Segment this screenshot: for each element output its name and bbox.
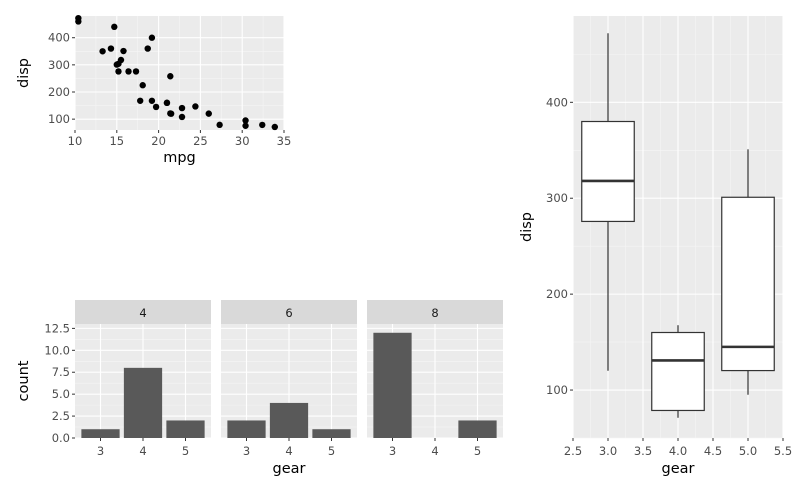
facet-x-tick-label: 5: [328, 444, 335, 458]
scatter-point: [178, 113, 186, 121]
facet-x-axis-title: gear: [273, 461, 306, 477]
box: [651, 331, 705, 412]
box-x-tick-label: 4.0: [669, 444, 687, 458]
facet-y-tick-label: 12.5: [44, 321, 70, 335]
bar: [458, 420, 497, 438]
faceted-bar-plot: 4 3 4 5 6 3 4 5 8 3 4 5 0.0 2.5 5.0 7.5 10.0 12.5 gear coun…: [16, 300, 503, 477]
scatter-point: [120, 47, 127, 55]
facet-y-axis-title: count: [16, 360, 32, 401]
scatter-point: [148, 97, 156, 104]
scatter-x-tick-label: 20: [151, 134, 166, 148]
scatter-x-tick-label: 35: [277, 134, 292, 148]
facet-strip-label: 8: [431, 306, 438, 320]
facet-x-tick-label: 3: [97, 444, 104, 458]
box: [581, 120, 635, 223]
facet-x-tick-label: 3: [389, 444, 396, 458]
facet-y-tick-label: 10.0: [44, 343, 70, 357]
scatter-point: [115, 68, 122, 75]
scatter-point: [242, 122, 249, 129]
bar: [166, 420, 205, 438]
scatter-point: [178, 104, 186, 112]
facet-x-tick-label: 5: [474, 444, 481, 458]
box-x-tick-label: 4.5: [704, 444, 722, 458]
scatter-y-tick-label: 300: [48, 58, 70, 72]
scatter-point: [167, 110, 174, 117]
facet-y-tick-label: 5.0: [52, 387, 70, 401]
scatter-x-tick-label: 10: [68, 134, 83, 148]
scatter-y-axis-title: disp: [16, 58, 32, 88]
scatter-point: [163, 99, 171, 107]
box: [721, 196, 775, 372]
bar: [373, 332, 412, 438]
facet-strip: [367, 300, 503, 324]
facet-y-tick-label: 0.0: [52, 431, 70, 445]
scatter-point: [125, 68, 132, 75]
box-x-tick-label: 3.5: [634, 444, 652, 458]
facet-y-tick-label: 7.5: [52, 365, 70, 379]
facet-x-tick-label: 4: [285, 444, 292, 458]
bar: [269, 402, 309, 438]
box-y-tick-label: 400: [546, 95, 568, 109]
box-x-tick-label: 5.0: [739, 444, 757, 458]
scatter-point: [107, 45, 115, 52]
scatter-plot: 10 15 20 25 30 35 100 200 300 400 mpg disp: [16, 14, 292, 166]
scatter-x-axis-title: mpg: [163, 150, 196, 166]
bar: [227, 420, 266, 438]
box-x-tick-label: 5.5: [774, 444, 792, 458]
facet-y-tick-label: 2.5: [52, 409, 70, 423]
box-x-tick-label: 3.0: [599, 444, 617, 458]
scatter-point: [111, 23, 118, 31]
scatter-point: [152, 103, 160, 111]
scatter-point: [216, 121, 223, 129]
box-y-tick-label: 300: [546, 191, 568, 205]
facet-x-tick-label: 4: [139, 444, 146, 458]
scatter-x-tick-label: 15: [109, 134, 124, 148]
box-y-axis-title: disp: [519, 212, 535, 242]
facet-x-tick-label: 5: [182, 444, 189, 458]
bar: [81, 429, 120, 438]
box-x-tick-label: 2.5: [564, 444, 582, 458]
scatter-point: [139, 82, 146, 89]
scatter-point: [167, 73, 174, 80]
facet-x-tick-label: 4: [431, 444, 438, 458]
scatter-point: [137, 97, 144, 104]
scatter-point: [132, 68, 140, 75]
scatter-x-tick-label: 25: [193, 134, 208, 148]
scatter-point: [148, 34, 156, 41]
scatter-y-tick-label: 400: [48, 31, 70, 45]
scatter-point: [144, 45, 151, 52]
scatter-y-tick-label: 100: [48, 112, 70, 126]
scatter-point: [99, 48, 106, 55]
box-x-axis-title: gear: [662, 461, 695, 477]
scatter-y-tick-label: 200: [48, 85, 70, 99]
box-y-tick-label: 100: [546, 383, 568, 397]
box-y-tick-label: 200: [546, 287, 568, 301]
facet-strip: [75, 300, 211, 324]
scatter-point: [242, 117, 249, 124]
facet-strip-label: 6: [285, 306, 292, 320]
facet-strip: [221, 300, 357, 324]
facet-strip-label: 4: [139, 306, 146, 320]
facet-x-tick-label: 3: [243, 444, 250, 458]
scatter-point: [259, 121, 266, 129]
scatter-point: [271, 123, 279, 131]
box-plot: 2.5 3.0 3.5 4.0 4.5 5.0 5.5 100 200 300 400 gear dis…: [519, 16, 792, 477]
scatter-x-tick-label: 30: [235, 134, 250, 148]
bar: [123, 367, 163, 438]
scatter-point: [113, 61, 121, 68]
scatter-point: [75, 18, 82, 25]
bar: [312, 429, 351, 438]
scatter-point: [192, 103, 199, 110]
scatter-point: [205, 110, 212, 117]
